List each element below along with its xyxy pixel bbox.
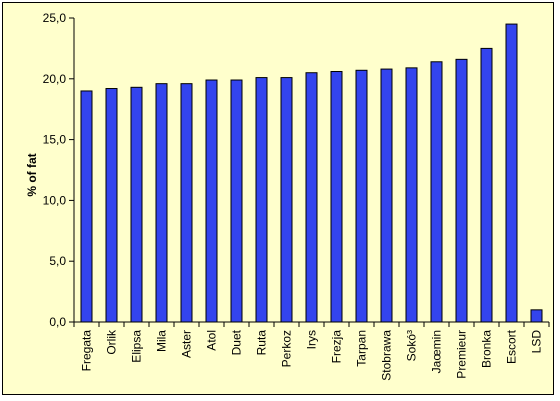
x-tick-label: Atol	[205, 330, 219, 351]
x-tick-label: Tarpan	[355, 330, 369, 367]
bar	[305, 72, 318, 323]
bar	[480, 47, 493, 323]
y-tick-label: 20,0	[43, 72, 67, 86]
bar	[180, 83, 193, 323]
bar	[80, 90, 93, 323]
x-tick-label: Frezja	[330, 330, 344, 364]
y-tick-label: 25,0	[43, 11, 67, 25]
bar	[155, 83, 168, 323]
bar	[205, 79, 218, 323]
x-tick-label: Ruta	[255, 330, 269, 356]
x-tick-label: Jaœmin	[430, 330, 444, 373]
x-tick-label: Duet	[230, 329, 244, 355]
x-tick-label: Elipsa	[130, 330, 144, 363]
x-tick-label: Irys	[305, 330, 319, 349]
bar	[255, 77, 268, 323]
x-tick-label: Orlik	[105, 329, 119, 355]
x-tick-label: LSD	[530, 330, 544, 354]
x-tick-label: Mila	[155, 330, 169, 352]
x-tick-label: Perkoz	[280, 330, 294, 367]
bar	[430, 61, 443, 323]
x-tick-label: Escort	[505, 329, 519, 364]
x-tick-label: Premieur	[455, 330, 469, 379]
bar	[105, 88, 118, 323]
bar	[355, 69, 368, 323]
y-tick-label: 10,0	[43, 193, 67, 207]
x-tick-label: Fregata	[80, 330, 94, 372]
y-tick-label: 15,0	[43, 133, 67, 147]
y-axis-label: % of fat	[25, 153, 39, 196]
x-tick-label: Aster	[180, 330, 194, 358]
bar	[455, 58, 468, 323]
bar	[405, 67, 418, 323]
x-tick-label: Stobrawa	[380, 330, 394, 381]
y-tick-label: 5,0	[49, 254, 66, 268]
bar	[130, 86, 143, 323]
bar	[230, 79, 243, 323]
bar	[380, 68, 393, 323]
y-tick-label: 0,0	[49, 315, 66, 329]
bar	[505, 23, 518, 323]
x-tick-label: Sokó³	[405, 330, 419, 361]
bar	[280, 77, 293, 323]
x-tick-label: Bronka	[480, 330, 494, 368]
bar	[330, 71, 343, 323]
bar	[530, 309, 543, 323]
